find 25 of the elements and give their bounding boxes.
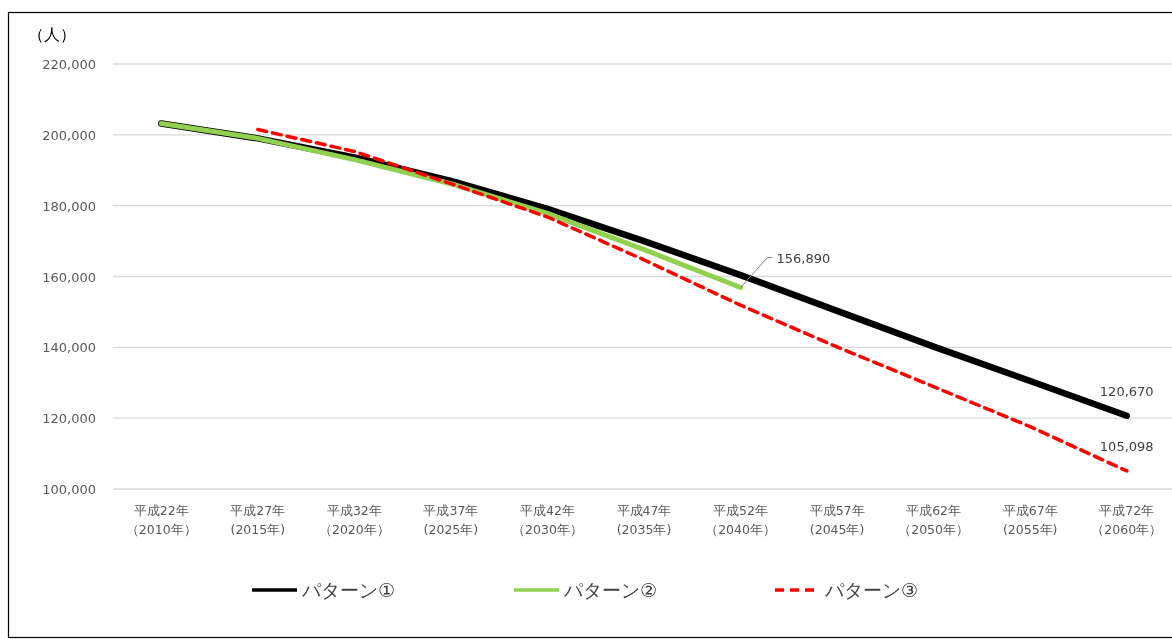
x-tick-label: 平成27年(2015年) [230, 503, 286, 537]
x-tick-label: 平成32年（2020年） [318, 503, 390, 537]
y-tick-label: 140,000 [42, 340, 96, 356]
x-tick-label: 平成62年（2050年） [898, 503, 970, 537]
y-tick-label: 100,000 [42, 482, 96, 497]
x-tick-label: 平成37年(2025年) [423, 503, 479, 537]
y-axis-title: （人） [28, 25, 76, 44]
x-tick-label: 平成47年(2035年) [616, 503, 672, 537]
x-tick-label: 平成22年（2010年） [125, 503, 197, 537]
x-tick-label: 平成57年(2045年) [809, 503, 865, 537]
legend-label: パターン① [301, 579, 396, 601]
legend-label: パターン② [563, 579, 658, 601]
x-tick-label: 平成72年（2060年） [1091, 503, 1163, 537]
data-label: 156,890 [776, 250, 831, 266]
y-tick-label: 180,000 [42, 198, 96, 214]
y-tick-label: 220,000 [42, 57, 96, 72]
data-label: 120,670 [1099, 383, 1154, 399]
x-tick-label: 平成42年（2030年） [512, 503, 583, 537]
x-tick-label: 平成52年（2040年） [705, 503, 776, 537]
y-tick-label: 120,000 [42, 411, 96, 427]
data-label: 105,098 [1099, 438, 1154, 454]
y-tick-label: 200,000 [42, 127, 96, 143]
legend-label: パターン③ [824, 579, 919, 601]
x-tick-label: 平成67年(2055年) [1002, 503, 1058, 537]
y-tick-label: 160,000 [42, 269, 96, 285]
